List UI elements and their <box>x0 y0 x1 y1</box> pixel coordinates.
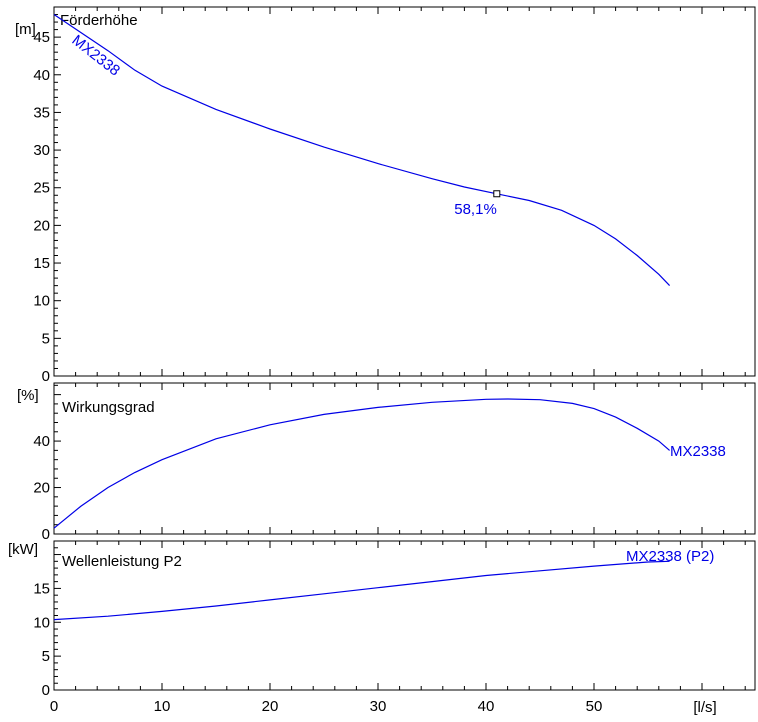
panel-wellenleistung: 0 5 10 15 [kW] Wellenleistung P2 MX2338 (P2) 0 1… <box>8 540 756 716</box>
y-tick-label: 35 <box>33 104 50 121</box>
y-tick-label: 5 <box>42 330 50 347</box>
series-label: MX2338 <box>670 443 726 460</box>
series-label: MX2338 (P2) <box>626 548 714 565</box>
x-tick-label: 40 <box>478 698 495 715</box>
y-tick-label: 0 <box>42 682 50 699</box>
operating-point-marker <box>493 190 501 198</box>
y-tick-label: 40 <box>33 67 50 84</box>
panel-title: Wirkungsgrad <box>62 399 155 416</box>
y-tick-label: 15 <box>33 580 50 597</box>
x-axis-label: [l/s] <box>693 699 716 716</box>
panel-wirkungsgrad: 0 20 40 [%] Wirkungsgrad MX2338 <box>17 382 756 543</box>
plot-frame <box>53 382 756 535</box>
panel-title: Wellenleistung P2 <box>62 553 182 570</box>
series-line <box>53 14 671 287</box>
y-tick-label: 20 <box>33 480 50 497</box>
plot-frame <box>53 540 756 691</box>
y-axis-label: [m] <box>15 21 36 38</box>
y-tick-label: 30 <box>33 142 50 159</box>
panel-foerderhoehe: 051015202530354045[m]FörderhöheMX233858,… <box>15 6 756 385</box>
x-tick-label: 0 <box>50 698 58 715</box>
x-tick-label: 50 <box>586 698 603 715</box>
y-axis-label: [%] <box>17 387 39 404</box>
panel-title: Förderhöhe <box>60 12 138 29</box>
y-tick-label: 45 <box>33 29 50 46</box>
y-tick-label: 40 <box>33 433 50 450</box>
x-tick-label: 20 <box>262 698 279 715</box>
y-tick-label: 10 <box>33 293 50 310</box>
y-tick-label: 5 <box>42 648 50 665</box>
operating-point-label: 58,1% <box>454 201 497 218</box>
y-axis-label: [kW] <box>8 541 38 558</box>
plot-frame <box>53 6 756 377</box>
y-tick-label: 10 <box>33 614 50 631</box>
y-tick-label: 25 <box>33 180 50 197</box>
y-tick-label: 15 <box>33 255 50 272</box>
x-tick-label: 30 <box>370 698 387 715</box>
y-tick-label: 20 <box>33 217 50 234</box>
y-tick-label: 0 <box>42 526 50 543</box>
series-line <box>53 560 670 621</box>
series-line <box>53 398 670 529</box>
y-tick-label: 0 <box>42 368 50 385</box>
x-tick-label: 10 <box>154 698 171 715</box>
